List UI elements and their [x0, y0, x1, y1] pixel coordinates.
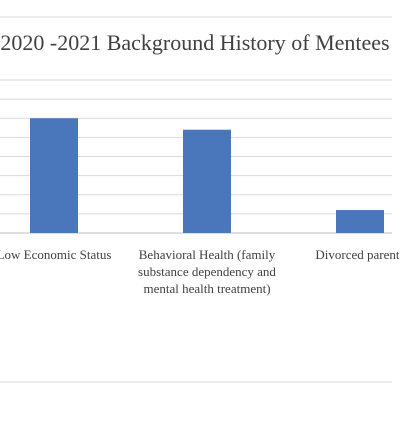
x-tick-label: Divorced parents — [315, 247, 400, 262]
bar — [336, 210, 384, 233]
x-tick-label: Behavioral Health (family substance depe… — [138, 247, 276, 296]
bar — [30, 118, 78, 233]
chart-title: 2020 -2021 Background History of Mentees — [0, 30, 389, 55]
x-tick-label: Low Economic Status — [0, 247, 112, 262]
bar — [183, 129, 231, 233]
